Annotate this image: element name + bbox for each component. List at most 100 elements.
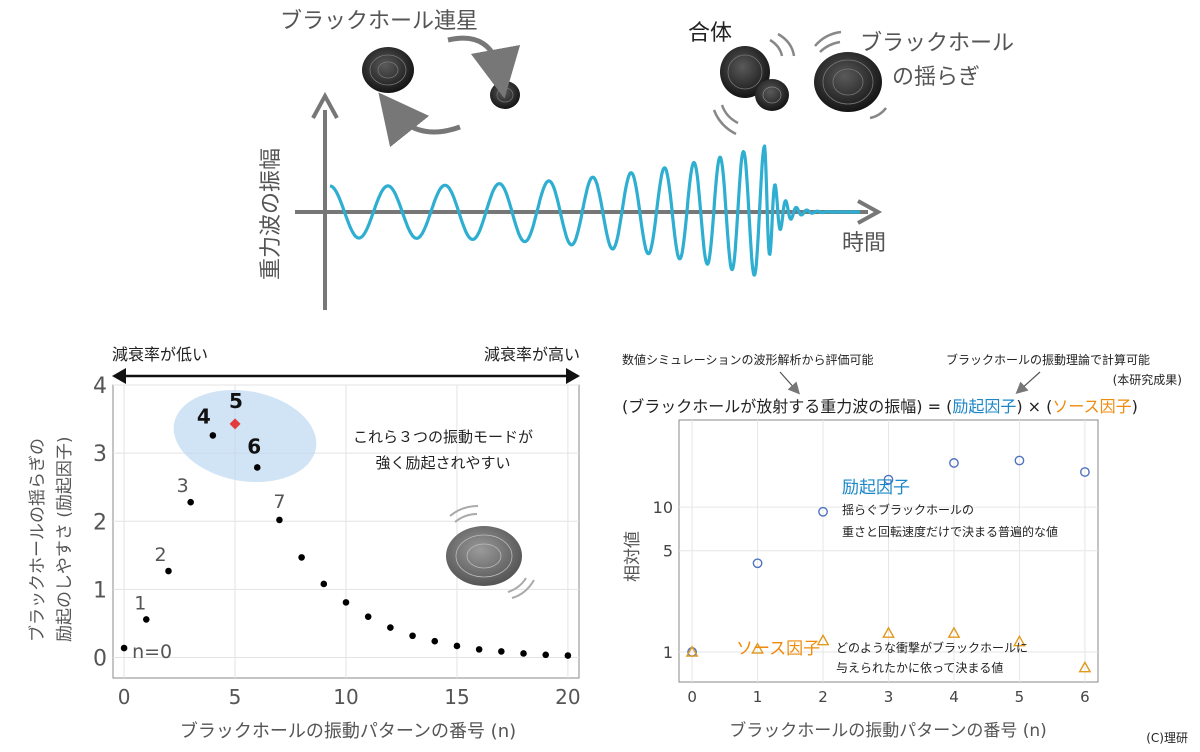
excitation-point — [818, 506, 828, 517]
left-x-tick-label: 20 — [555, 685, 580, 709]
source-title: ソース因子 — [736, 639, 820, 659]
excitation-title: 励起因子 — [842, 478, 910, 498]
source-point — [947, 626, 961, 638]
source-point — [685, 645, 699, 657]
data-point — [120, 644, 128, 652]
excitation-point — [883, 474, 894, 485]
right-grid — [679, 420, 1098, 682]
data-point — [342, 599, 350, 606]
data-point — [542, 651, 550, 659]
excitation-desc-line2: 重さと回転速度だけで決まる普遍的な値 — [842, 524, 1058, 539]
right-y-tick-label: 5 — [663, 542, 673, 561]
data-point — [387, 624, 394, 631]
right-data-points — [685, 455, 1092, 673]
damping-high-label: 減衰率が高い — [484, 345, 580, 364]
right-x-tick-label: 0 — [687, 688, 697, 706]
waveform-y-arrow-icon — [311, 91, 339, 119]
right-x-tick-label: 4 — [949, 688, 959, 706]
formula: (ブラックホールが放射する重力波の振幅) = (励起因子) × (ソース因子) — [622, 397, 1138, 416]
right-x-tick-label: 3 — [884, 688, 894, 706]
highlight-ellipse — [173, 389, 317, 483]
mode-annotation-line2: 強く励起されやすい — [375, 454, 510, 472]
data-point — [564, 652, 572, 659]
orbit-arrow-lower-icon — [378, 92, 461, 148]
left-y-tick-label: 3 — [93, 442, 107, 467]
mode-annotation-line1: これら３つの振動モードが — [353, 428, 533, 446]
data-point — [298, 554, 305, 561]
note-simulation-arrow — [779, 371, 800, 395]
ringing-black-hole-icon — [814, 30, 887, 120]
left-y-tick-label: 1 — [93, 578, 107, 603]
right-y-tick-label: 10 — [653, 498, 673, 517]
data-point — [209, 432, 217, 439]
waveform-ylabel: 重力波の振幅 — [259, 148, 284, 280]
formula-lhs: (ブラックホールが放射する重力波の振幅) — [622, 397, 923, 416]
note-simulation: 数値シミュレーションの波形解析から評価可能 — [622, 352, 874, 367]
left-data-points — [120, 418, 572, 659]
source-desc-line1: どのような衝撃がブラックホールに — [836, 640, 1028, 655]
top-illustration: ブラックホール連星 合体 — [259, 9, 1014, 310]
right-x-tick-label: 1 — [753, 688, 763, 706]
large-black-hole-icon — [362, 47, 414, 93]
data-point — [431, 637, 439, 645]
right-x-tick-label: 5 — [1015, 688, 1025, 706]
left-y-tick-label: 0 — [93, 647, 107, 672]
data-point — [276, 516, 283, 524]
data-point — [453, 642, 461, 650]
right-x-tick-label: 6 — [1080, 688, 1090, 706]
source-point — [1013, 634, 1026, 647]
data-point — [498, 648, 505, 655]
left-x-tick-label: 15 — [444, 685, 469, 709]
excitation-point — [1014, 455, 1025, 466]
data-point — [520, 650, 527, 657]
source-point — [751, 642, 764, 654]
left-y-tick-label: 2 — [93, 510, 107, 535]
point-label: 7 — [273, 491, 285, 513]
damping-arrow-right-icon — [566, 368, 580, 384]
data-point — [142, 616, 150, 623]
credit: (C)理研 — [1146, 731, 1188, 745]
excitation-point — [949, 458, 959, 468]
excitation-point — [1080, 467, 1090, 477]
point-label: 5 — [229, 389, 243, 413]
formula-excitation: 励起因子 — [952, 397, 1016, 416]
point-label: n=0 — [132, 641, 172, 663]
damping-low-label: 減衰率が低い — [112, 345, 208, 364]
data-point — [187, 498, 194, 506]
left-grid — [113, 384, 579, 678]
data-point — [253, 464, 261, 471]
excitation-desc-line1: 揺らぐブラックホールの — [842, 502, 974, 517]
small-black-hole-icon — [490, 81, 520, 109]
point-label: 4 — [197, 404, 211, 428]
highlight-point — [229, 418, 241, 430]
note-theory-arrow — [1015, 371, 1041, 395]
gray-black-hole-icon — [446, 505, 535, 599]
note-theory: ブラックホールの振動理論で計算可能 — [946, 352, 1150, 367]
formula-times: ) × ( — [1016, 397, 1052, 416]
source-desc-line2: 与えられたかに依って決まる値 — [836, 660, 1003, 675]
data-point — [475, 646, 483, 653]
point-label: 2 — [154, 544, 166, 566]
source-point — [816, 633, 830, 646]
merging-black-holes-icon — [712, 32, 796, 136]
left-y-tick-label: 4 — [93, 374, 107, 399]
source-point — [1078, 660, 1092, 673]
right-tick-labels: 0 1 2 3 4 5 6 1 5 10 — [653, 498, 1090, 706]
waveform-xlabel: 時間 — [842, 231, 886, 256]
right-ylabel: 相対値 — [623, 531, 643, 582]
data-point — [409, 632, 416, 640]
left-ylabel-line2: 励起のしやすさ (励起因子) — [55, 437, 75, 643]
data-point — [165, 567, 172, 575]
binary-label: ブラックホール連星 — [280, 9, 478, 34]
left-point-labels: n=0 1 2 3 456 7 — [132, 389, 285, 663]
right-xlabel: ブラックホールの振動パターンの番号 (n) — [729, 720, 1047, 741]
merger-label: 合体 — [688, 21, 732, 46]
formula-source: ソース因子 — [1052, 397, 1131, 416]
point-label: 3 — [177, 475, 189, 497]
damping-arrow-left-icon — [112, 368, 126, 384]
left-x-tick-label: 5 — [229, 685, 242, 709]
note-theory-sub: (本研究成果) — [1113, 372, 1182, 387]
